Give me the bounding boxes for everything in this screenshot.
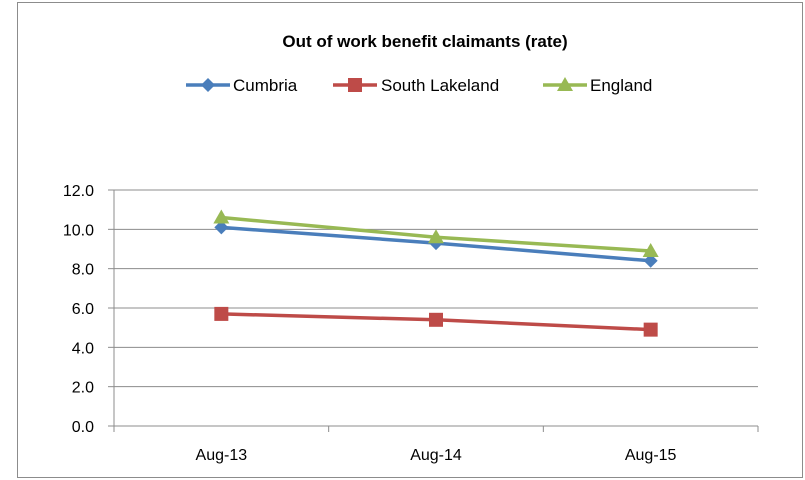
x-tick-label: Aug-14 [410,447,462,464]
gridlines [114,189,758,388]
series-group [213,209,659,337]
legend-item-south-lakeland: South Lakeland [333,76,499,95]
data-point-cumbria [214,220,229,235]
chart-title: Out of work benefit claimants (rate) [282,32,567,51]
axes [108,189,759,432]
legend-marker [201,78,215,92]
data-point-south-lakeland [214,306,229,321]
x-tick-label: Aug-15 [625,447,677,464]
legend-label: England [590,76,652,95]
y-tick-label: 8.0 [72,262,94,279]
legend-item-england: England [543,76,652,95]
data-point-england [213,209,230,224]
data-point-south-lakeland [643,322,658,337]
y-tick-label: 2.0 [72,380,94,397]
y-tick-label: 10.0 [63,222,94,239]
data-point-england [642,242,659,257]
legend-item-cumbria: Cumbria [186,76,298,95]
data-point-england [428,229,444,244]
x-axis-ticks: Aug-13 Aug-14 Aug-15 [196,447,677,464]
x-tick-label: Aug-13 [196,447,248,464]
y-tick-label: 6.0 [72,301,94,318]
data-point-cumbria [643,253,658,268]
legend-label: South Lakeland [381,76,499,95]
legend: Cumbria South Lakeland England [186,76,652,95]
y-axis-ticks: 0.0 2.0 4.0 6.0 8.0 10.0 12.0 [63,183,94,436]
y-tick-label: 12.0 [63,183,94,200]
y-tick-label: 0.0 [72,419,94,436]
legend-marker [348,78,362,92]
legend-marker [557,77,573,91]
legend-label: Cumbria [233,76,298,95]
y-tick-label: 4.0 [72,340,94,357]
data-point-south-lakeland [429,312,443,327]
